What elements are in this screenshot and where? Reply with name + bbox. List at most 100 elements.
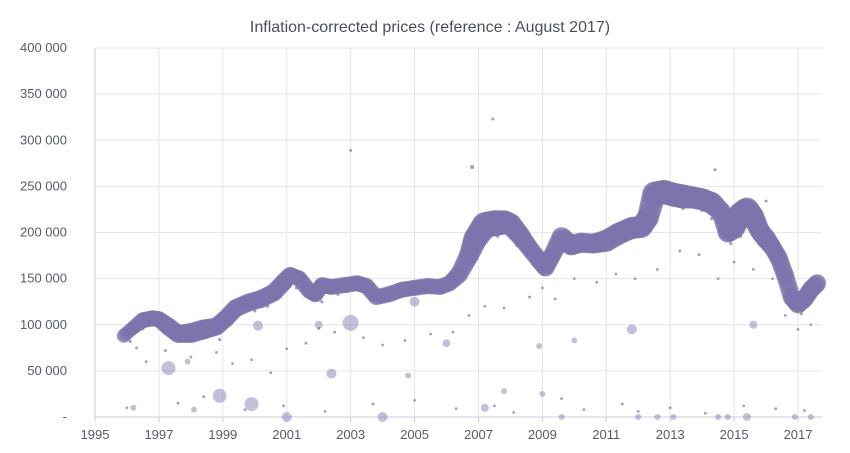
scatter-point <box>227 323 231 327</box>
scatter-point <box>493 404 496 408</box>
scatter-point <box>240 312 244 316</box>
scatter-point <box>429 332 432 336</box>
outlier-bubble <box>749 320 758 329</box>
trend-point <box>808 274 827 293</box>
scatter-point <box>345 289 350 294</box>
scatter-point <box>144 360 148 364</box>
outlier-bubble <box>442 339 451 348</box>
scatter-point <box>598 246 602 250</box>
scatter-point <box>553 297 557 301</box>
scatter-point <box>656 268 659 271</box>
scatter-point <box>595 280 599 284</box>
scatter-point <box>806 304 810 308</box>
scatter-point <box>265 304 270 308</box>
scatter-point <box>614 272 618 276</box>
outlier-bubble <box>326 368 337 379</box>
scatter-point <box>243 408 247 412</box>
scatter-point <box>476 240 481 244</box>
scatter-point <box>738 234 743 238</box>
scatter-point <box>764 199 768 203</box>
scatter-point <box>157 323 161 327</box>
x-tick-label: 2001 <box>272 427 301 442</box>
scatter-point <box>719 226 723 230</box>
y-tick-label: 150 000 <box>20 271 67 286</box>
scatter-point <box>253 309 257 313</box>
scatter-point <box>623 235 628 239</box>
scatter-point <box>556 249 560 253</box>
scatter-point <box>454 407 458 411</box>
scatter-point <box>633 233 637 237</box>
scatter-point <box>326 290 330 295</box>
scatter-point <box>777 258 781 262</box>
scatter-point <box>460 278 465 283</box>
scatter-point <box>697 253 701 257</box>
outlier-bubble <box>409 296 420 307</box>
outlier-bubble <box>807 414 814 420</box>
scatter-point <box>368 294 372 298</box>
scatter-point <box>681 206 685 211</box>
outlier-bubble <box>539 390 546 397</box>
scatter-point <box>774 407 778 411</box>
x-tick-label: 2005 <box>400 427 429 442</box>
outlier-bubble <box>161 361 176 376</box>
scatter-point <box>783 314 787 317</box>
scatter-point <box>333 330 337 334</box>
chart-title: Inflation-corrected prices (reference : … <box>250 19 610 36</box>
outlier-bubble <box>212 388 227 403</box>
scatter-point <box>275 295 279 299</box>
scatter-point <box>491 117 495 121</box>
scatter-point <box>528 295 532 299</box>
outlier-bubble <box>742 413 751 421</box>
outlier-bubble <box>281 412 292 422</box>
scatter-point <box>668 406 672 410</box>
scatter-point <box>349 148 353 152</box>
scatter-point <box>141 326 145 331</box>
y-tick-label: 250 000 <box>20 178 67 193</box>
outlier-bubble <box>635 414 642 420</box>
x-tick-label: 1999 <box>208 427 237 442</box>
scatter-point <box>215 351 218 354</box>
x-tick-label: 2007 <box>464 427 493 442</box>
y-tick-label: 300 000 <box>20 132 67 147</box>
outlier-bubble <box>377 412 388 422</box>
scatter-point <box>467 314 471 317</box>
scatter-point <box>690 204 695 208</box>
x-tick-label: 2011 <box>592 427 620 442</box>
x-tick-label: 2015 <box>720 427 749 442</box>
scatter-point <box>377 299 382 303</box>
scatter-point <box>189 355 193 359</box>
outlier-bubble <box>626 324 637 335</box>
y-tick-label: 400 000 <box>20 40 67 55</box>
y-tick-label: 100 000 <box>20 317 67 332</box>
scatter-point <box>767 243 771 248</box>
outlier-bubble <box>724 414 731 420</box>
outlier-bubble <box>670 414 677 420</box>
outlier-bubble <box>501 388 508 395</box>
scatter-point <box>285 347 289 351</box>
scatter-point <box>812 295 816 299</box>
scatter-point <box>582 408 586 412</box>
scatter-point <box>282 404 285 408</box>
scatter-point <box>713 168 717 172</box>
x-tick-label: 2017 <box>784 427 813 442</box>
scatter-point <box>560 397 563 400</box>
scatter-point <box>809 323 813 327</box>
x-tick-label: 1997 <box>144 427 173 442</box>
scatter-point <box>179 336 183 341</box>
x-tick-label: 2003 <box>336 427 365 442</box>
outlier-bubble <box>342 314 359 331</box>
scatter-point <box>729 241 733 246</box>
outlier-bubble <box>558 414 565 420</box>
outlier-bubble <box>654 414 661 420</box>
scatter-point <box>496 234 500 238</box>
scatter-point <box>483 304 487 308</box>
scatter-point <box>195 329 199 333</box>
scatter-layer <box>125 117 816 415</box>
scatter-point <box>540 272 544 276</box>
scatter-point <box>799 312 803 316</box>
outlier-bubble <box>184 358 191 365</box>
scatter-point <box>371 402 375 406</box>
scatter-point <box>771 277 774 281</box>
scatter-point <box>208 332 212 336</box>
